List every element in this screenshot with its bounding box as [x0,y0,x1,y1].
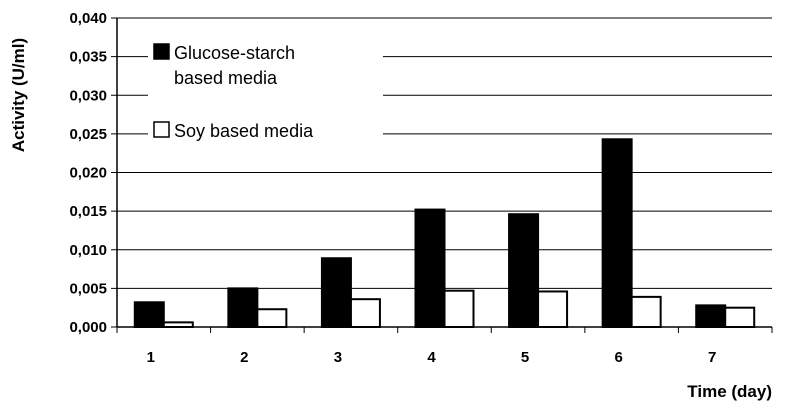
x-tick-label: 2 [240,349,248,366]
bar-glucose-starch-day-5 [508,213,540,328]
y-axis-title: Activity (U/ml) [9,38,28,152]
x-tick-label: 6 [614,349,622,366]
bar-glucose-starch-day-1 [133,301,165,328]
bar-soy-day-5 [537,290,569,328]
y-tick-label: 0,020 [69,165,107,182]
bar-soy-day-4 [443,289,475,329]
y-tick-label: 0,015 [69,203,107,220]
bar-soy-day-2 [256,308,288,329]
x-tick-label: 3 [334,349,342,366]
bar-glucose-starch-day-4 [414,208,446,328]
legend-swatch-soy [153,121,170,138]
legend-label-glucose-starch: Glucose-starch based media [174,43,295,88]
x-tick-label: 4 [427,349,436,366]
y-tick-label: 0,025 [69,126,107,143]
legend-swatch-glucose-starch [153,43,170,60]
axes [116,18,772,328]
x-tick-label: 5 [521,349,529,366]
y-tick-label: 0,035 [69,49,107,66]
bar-soy-day-3 [349,298,381,329]
y-tick-label: 0,005 [69,280,107,297]
legend-label-soy: Soy based media [174,121,314,141]
y-tick-label: 0,000 [69,319,107,336]
bar-glucose-starch-day-6 [601,138,633,328]
bar-soy-day-7 [724,306,756,328]
x-tick-label: 7 [708,349,716,366]
legend-background [148,35,383,147]
bar-glucose-starch-day-2 [227,287,259,328]
y-tick-label: 0,030 [69,87,107,104]
bar-glucose-starch-day-3 [320,257,352,328]
y-tick-labels: 0,000 0,005 0,010 0,015 0,020 0,025 0,030 0,035… [69,10,107,336]
x-axis-title: Time (day) [687,382,772,401]
bars [133,138,756,329]
bar-glucose-starch-day-7 [695,304,727,328]
y-tick-label: 0,010 [69,242,107,259]
x-tick-label: 1 [147,349,155,366]
y-tick-label: 0,040 [69,10,107,27]
legend: Glucose-starch based media Soy based media [148,35,383,147]
bar-soy-day-6 [630,295,662,328]
x-tick-labels: 1 2 3 4 5 6 7 [147,349,717,366]
